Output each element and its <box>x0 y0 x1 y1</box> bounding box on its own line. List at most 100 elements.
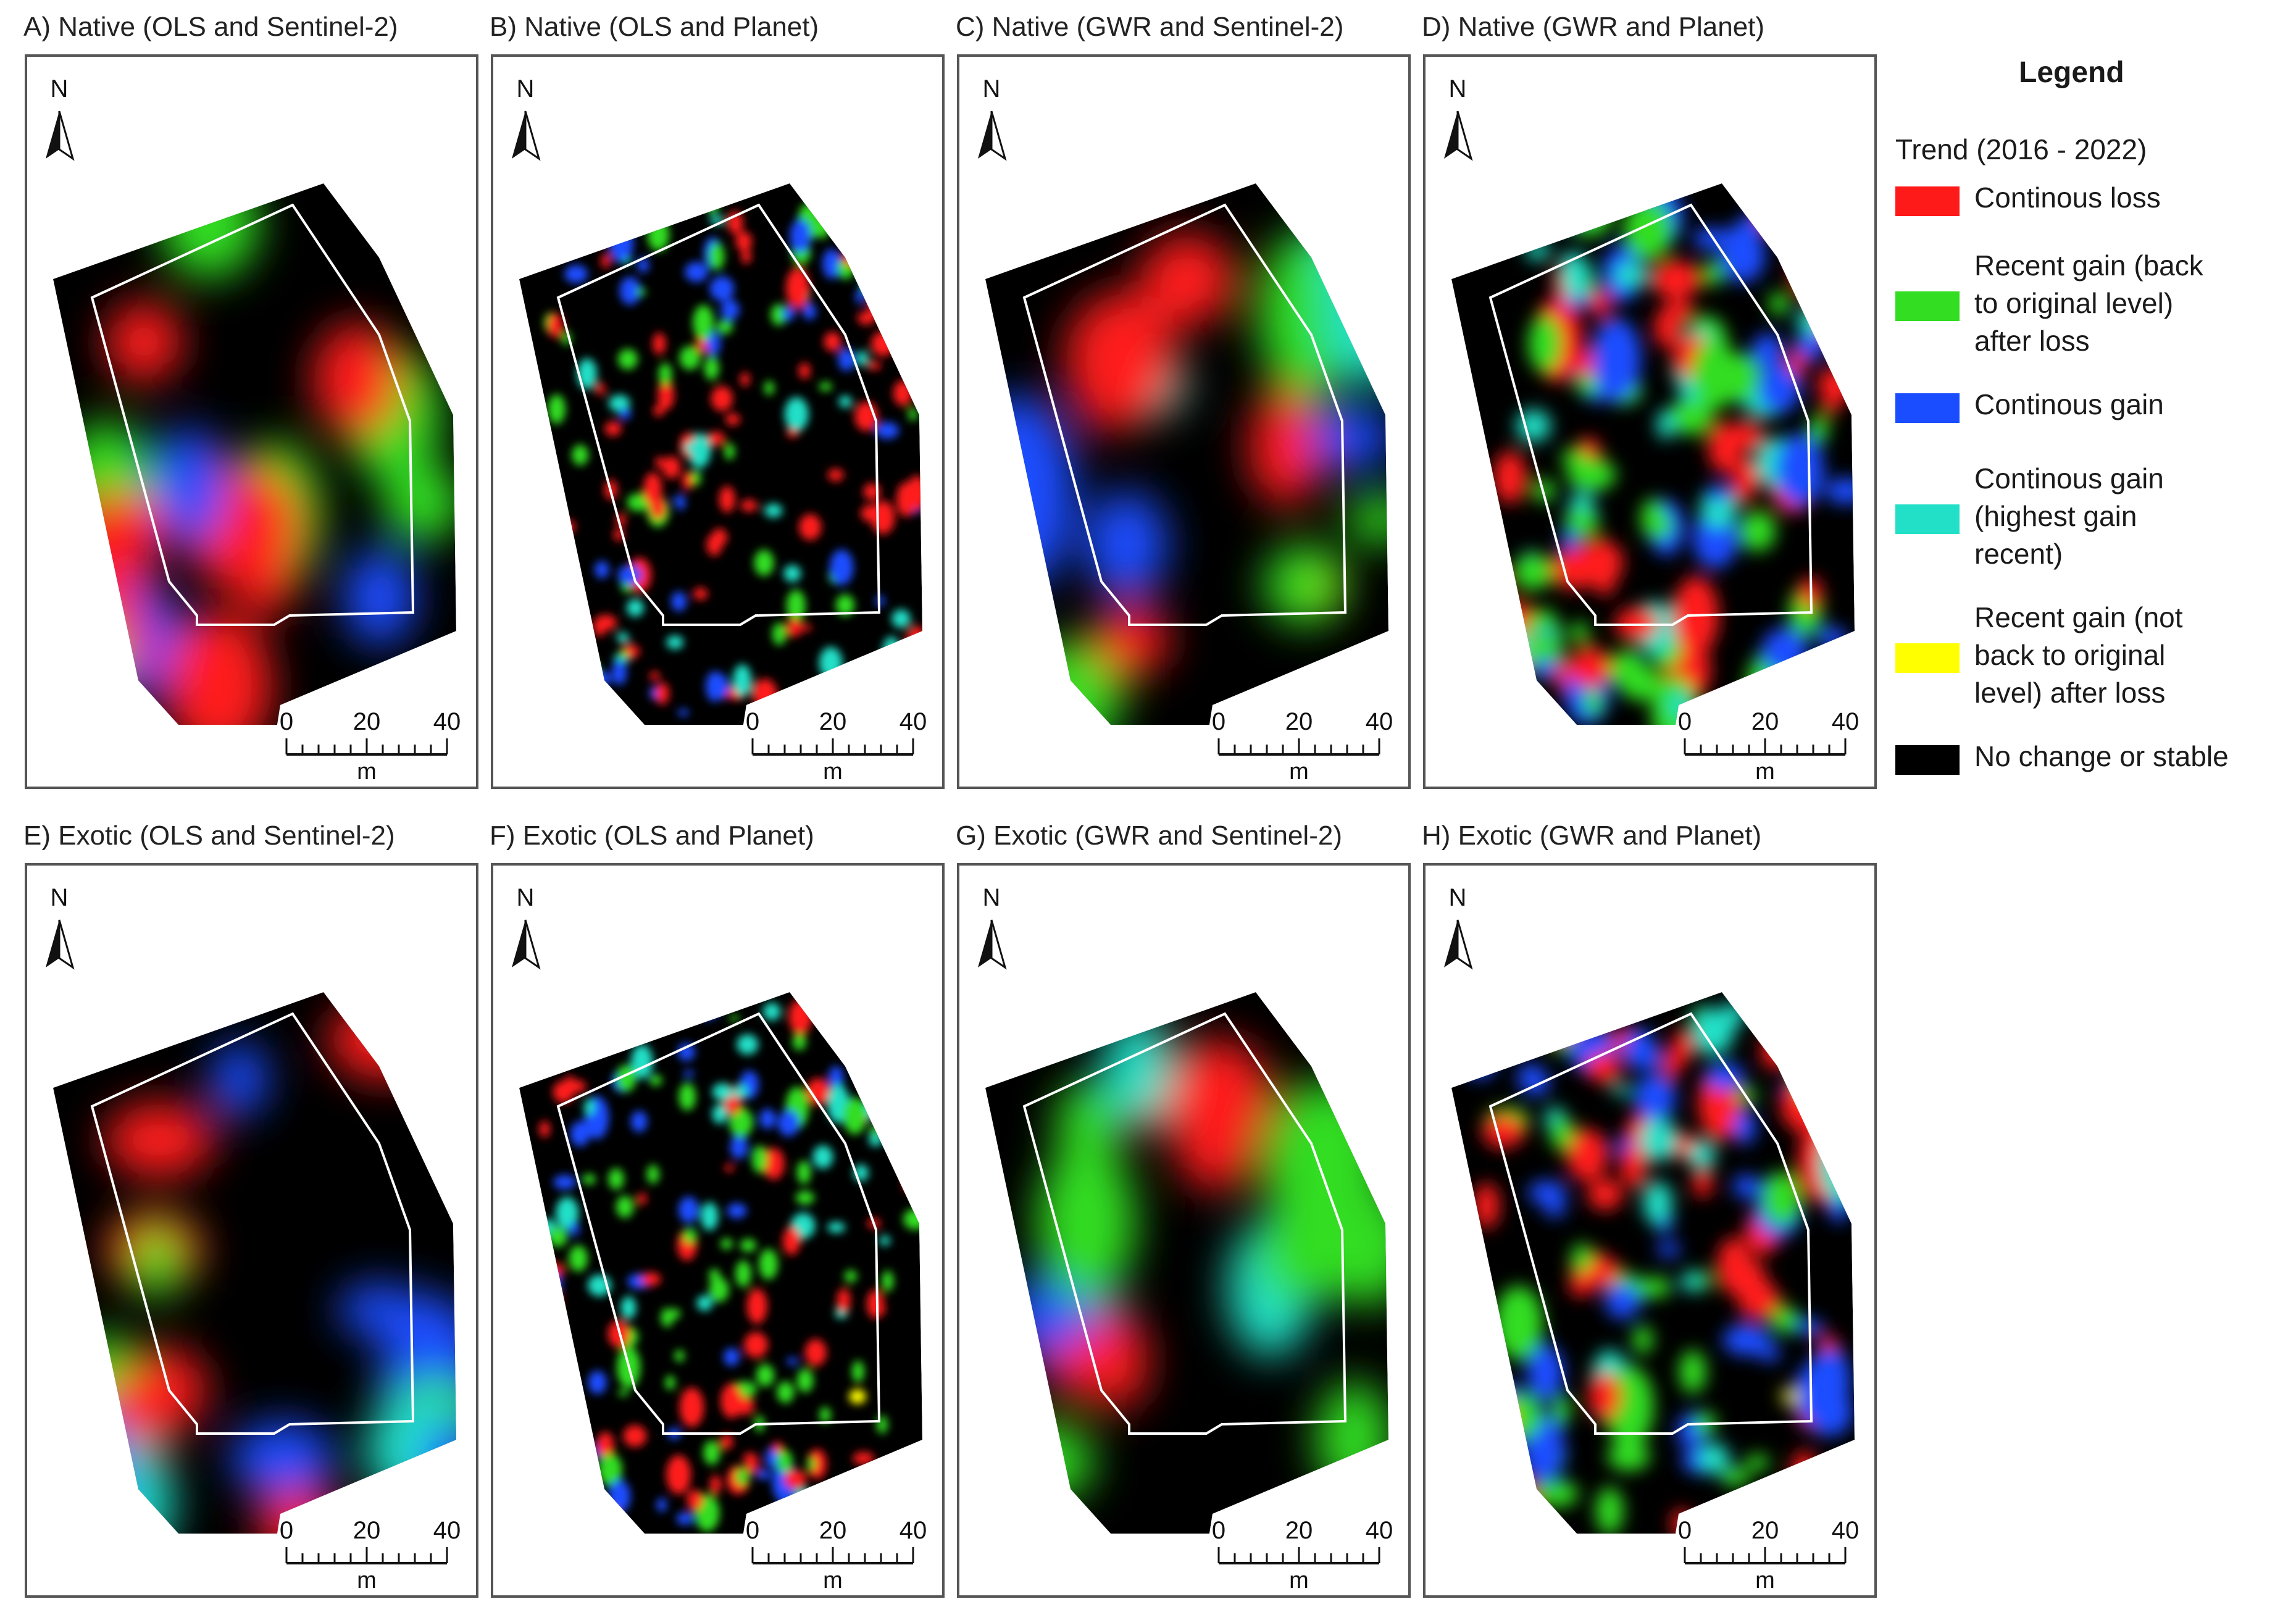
legend-title: Legend <box>2019 56 2124 89</box>
trend-patch <box>804 1338 827 1366</box>
trend-patch <box>871 331 895 357</box>
trend-patch <box>770 304 787 326</box>
trend-raster <box>1451 183 1855 725</box>
trend-patch <box>733 1084 748 1099</box>
trend-patch <box>727 1203 747 1219</box>
trend-patch <box>751 1145 767 1174</box>
trend-patch <box>807 1457 816 1471</box>
trend-patch <box>540 1299 561 1328</box>
trend-patch <box>547 679 558 698</box>
trend-patch <box>866 1289 884 1319</box>
trend-patch <box>616 632 629 643</box>
scale-unit: m <box>823 759 843 785</box>
panel-title-f: F) Exotic (OLS and Planet) <box>490 820 814 851</box>
trend-patch <box>868 296 882 319</box>
trend-patch <box>1791 1450 1818 1498</box>
north-arrow: N <box>512 75 541 161</box>
trend-patch <box>827 654 837 667</box>
trend-patch <box>594 614 617 631</box>
plot-boundary <box>556 203 881 626</box>
trend-patch <box>786 267 810 309</box>
trend-patch <box>1688 1141 1716 1169</box>
trend-patch <box>549 191 574 231</box>
trend-patch <box>595 561 609 579</box>
trend-patch <box>623 1425 647 1447</box>
trend-patch <box>637 1193 647 1205</box>
trend-patch <box>1528 1180 1567 1205</box>
map-canvas: N 0 20 40 m <box>46 884 461 1593</box>
plot-boundary <box>90 203 415 626</box>
trend-patch <box>711 528 728 546</box>
trend-patch <box>1528 314 1562 373</box>
trend-patch <box>792 1033 806 1051</box>
map-panel-a: N 0 20 40 m <box>25 54 478 789</box>
trend-patch <box>735 231 753 251</box>
trend-patch <box>794 1488 811 1501</box>
no-change-area <box>1451 992 1855 1534</box>
trend-patch <box>720 299 740 320</box>
trend-patch <box>1821 380 1843 414</box>
trend-patch <box>576 687 596 710</box>
trend-patch <box>777 1110 799 1137</box>
trend-patch <box>1567 200 1612 236</box>
trend-patch <box>1819 1335 1838 1351</box>
trend-patch <box>1823 1114 1855 1170</box>
trend-patch <box>1620 666 1663 701</box>
trend-patch <box>1605 1284 1640 1319</box>
trend-patch <box>1513 553 1553 590</box>
trend-patch <box>709 276 735 301</box>
trend-patch <box>608 1168 624 1190</box>
trend-patch <box>687 1489 703 1511</box>
panel-title-e: E) Exotic (OLS and Sentinel-2) <box>23 820 395 851</box>
trend-patch <box>1717 1237 1751 1295</box>
scale-label: 0 <box>1212 708 1225 735</box>
trend-patch <box>882 636 900 668</box>
north-arrow-icon <box>524 111 541 161</box>
trend-patch <box>600 1507 618 1529</box>
trend-patch <box>1576 375 1600 395</box>
trend-patch <box>1264 544 1346 625</box>
trend-patch <box>1640 498 1666 539</box>
trend-patch <box>679 346 701 370</box>
trend-patch <box>837 1288 851 1313</box>
trend-patch <box>896 317 919 344</box>
north-label: N <box>983 884 1001 911</box>
trend-patch <box>622 257 632 264</box>
trend-patch <box>1806 1388 1853 1437</box>
trend-patch <box>908 407 918 421</box>
trend-patch <box>904 250 922 267</box>
trend-patch <box>1103 1013 1172 1123</box>
trend-patch <box>671 591 687 612</box>
trend-patch <box>724 1348 740 1366</box>
north-arrow: N <box>512 884 541 970</box>
scale-bar: 0 20 40 m <box>746 708 927 785</box>
trend-patch <box>822 249 841 279</box>
trend-patch <box>786 619 803 637</box>
trend-patch <box>1657 1241 1680 1258</box>
map-canvas: N 0 20 40 m <box>46 75 461 785</box>
trend-patch <box>1503 1392 1542 1439</box>
trend-patch <box>553 1175 577 1190</box>
plot-boundary <box>1022 203 1347 626</box>
trend-patch <box>1527 1344 1564 1401</box>
trend-patch <box>735 1260 751 1287</box>
trend-patch <box>565 1075 574 1088</box>
trend-patch <box>764 503 783 518</box>
north-arrow-icon <box>58 111 75 161</box>
scale-label: 20 <box>1285 1517 1313 1544</box>
trend-patch <box>1566 1129 1608 1182</box>
trend-patch <box>1461 1394 1491 1440</box>
trend-patch <box>806 1078 830 1105</box>
scale-label: 20 <box>819 708 847 735</box>
trend-patch <box>564 264 588 283</box>
trend-patch <box>709 242 725 270</box>
scale-unit: m <box>1289 1568 1309 1593</box>
trend-patch <box>719 486 735 513</box>
trend-patch <box>1826 478 1855 504</box>
panel-title-c: C) Native (GWR and Sentinel-2) <box>956 12 1344 42</box>
trend-patch <box>875 422 900 439</box>
trend-patch <box>844 1270 858 1283</box>
trend-patch <box>1193 1061 1271 1145</box>
trend-patch <box>903 1209 922 1230</box>
trend-patch <box>1784 200 1831 244</box>
